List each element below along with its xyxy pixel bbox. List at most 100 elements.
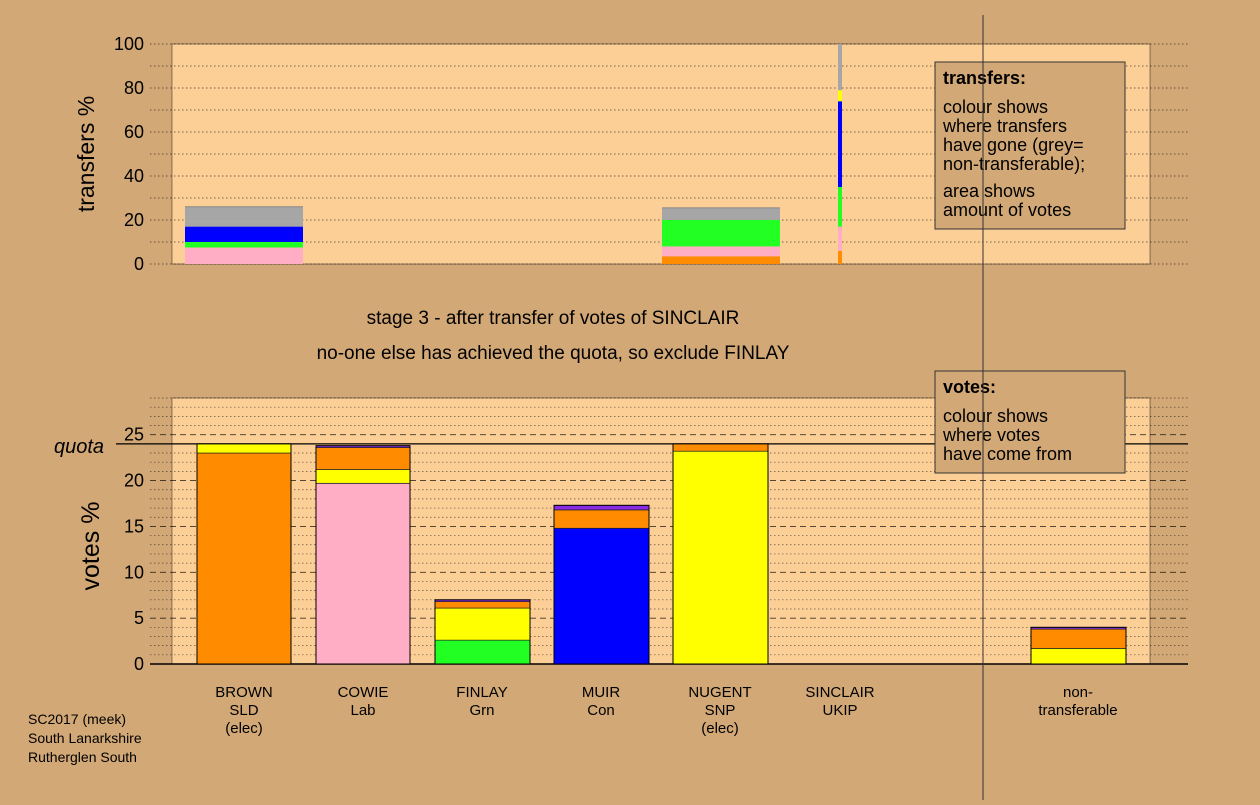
transfers-y-tick-label: 100 xyxy=(114,34,144,54)
transfers-legend-line: where transfers xyxy=(942,116,1067,136)
transfers-legend-line: area shows xyxy=(943,181,1035,201)
transfers-segment-lab xyxy=(185,247,303,264)
votes-bar-nugent xyxy=(672,443,769,665)
votes-segment-ukip xyxy=(553,504,650,511)
votes-legend-box xyxy=(934,370,1126,474)
votes-segment-sld xyxy=(196,452,292,665)
stage-title: stage 3 - after transfer of votes of SIN… xyxy=(367,308,740,329)
votes-y-tick-label: 15 xyxy=(124,516,144,536)
votes-bar-outline xyxy=(553,504,650,665)
votes-bar-muir xyxy=(553,504,650,665)
votes-y-tick-label: 10 xyxy=(124,562,144,582)
transfers-panel: 0 20 40 60 80 100 transfers % transfers: colour … xyxy=(73,34,1188,274)
transfers-legend-line: have gone (grey= xyxy=(943,135,1084,155)
votes-bar-non xyxy=(1030,626,1127,665)
transfers-line-segment-sld xyxy=(838,250,842,264)
votes-legend-line: where votes xyxy=(942,425,1040,445)
votes-bar-cowie xyxy=(315,445,411,665)
transfers-line-segment-snp xyxy=(838,90,842,102)
votes-segment-snp xyxy=(196,443,292,454)
votes-bar-finlay xyxy=(434,599,531,665)
quota-label: quota xyxy=(54,436,104,458)
transfers-y-tick-label: 80 xyxy=(124,78,144,98)
transfers-segment-nontransferable xyxy=(185,221,303,227)
votes-bar-outline xyxy=(672,443,769,665)
candidate-label: (elec) xyxy=(225,720,263,737)
transfers-segment-nontransferable xyxy=(185,206,303,222)
transfers-line-segment-nontransferable xyxy=(838,44,842,91)
transfers-line-segment-lab xyxy=(838,226,842,251)
footer-method: SC2017 (meek) xyxy=(28,711,126,727)
votes-bar-outline xyxy=(315,445,411,665)
candidate-label: (elec) xyxy=(701,720,739,737)
votes-y-tick-label: 5 xyxy=(134,608,144,628)
votes-y-tick-label: 0 xyxy=(134,654,144,674)
transfers-y-tick-label: 20 xyxy=(124,210,144,230)
candidate-label: SNP xyxy=(705,702,736,719)
candidate-label: Con xyxy=(587,702,615,719)
transfers-y-tick-label: 40 xyxy=(124,166,144,186)
transfers-bar-brown xyxy=(185,206,303,264)
votes-segment-sld xyxy=(1030,628,1127,649)
transfers-legend-line: colour shows xyxy=(943,97,1048,117)
votes-segment-sld xyxy=(553,509,650,529)
candidate-label: COWIE xyxy=(338,684,389,701)
transfers-line-segment-grn xyxy=(838,187,842,227)
transfers-segment-con xyxy=(185,226,303,242)
votes-segment-sld xyxy=(315,447,411,470)
footer-council: South Lanarkshire xyxy=(28,730,142,746)
transfers-y-tick-label: 60 xyxy=(124,122,144,142)
transfers-segment-grn xyxy=(185,242,303,248)
transfers-y-axis-label: transfers % xyxy=(73,96,99,212)
transfers-bar-nugent xyxy=(662,207,780,264)
votes-segment-snp xyxy=(315,469,411,484)
transfers-legend-line: non-transferable); xyxy=(943,154,1085,174)
transfers-segment-lab xyxy=(662,246,780,257)
votes-bar-brown xyxy=(196,443,292,665)
candidate-label: UKIP xyxy=(822,702,857,719)
transfers-line-sinclair xyxy=(838,44,842,264)
votes-segment-con xyxy=(553,527,650,665)
stage-note: no-one else has achieved the quota, so e… xyxy=(317,343,790,364)
candidate-label: non- xyxy=(1063,684,1093,701)
votes-legend-title: votes: xyxy=(943,377,996,397)
transfers-legend-title: transfers: xyxy=(943,68,1026,88)
candidate-label: Lab xyxy=(350,702,375,719)
votes-y-axis-label: votes % xyxy=(77,502,105,591)
votes-y-tick-label: 20 xyxy=(124,471,144,491)
footer-ward: Rutherglen South xyxy=(28,749,137,765)
candidate-label: FINLAY xyxy=(456,684,507,701)
votes-segment-lab xyxy=(315,482,411,665)
candidate-label: transferable xyxy=(1038,702,1117,719)
votes-segment-snp xyxy=(434,607,531,641)
candidate-label: BROWN xyxy=(215,684,273,701)
candidate-label: NUGENT xyxy=(688,684,751,701)
transfers-line-segment-con xyxy=(838,101,842,187)
votes-legend-line: colour shows xyxy=(943,406,1048,426)
transfers-segment-grn xyxy=(662,220,780,247)
transfers-y-tick-label: 0 xyxy=(134,254,144,274)
transfers-segment-nontransferable xyxy=(662,207,780,220)
votes-segment-snp xyxy=(672,450,769,665)
candidate-label: MUIR xyxy=(582,684,620,701)
candidate-label: Grn xyxy=(469,702,494,719)
votes-bar-outline xyxy=(1030,626,1127,665)
transfers-plot-border xyxy=(171,43,1151,265)
transfers-legend-box xyxy=(934,61,1126,230)
votes-segment-snp xyxy=(1030,648,1127,665)
votes-y-tick-label: 25 xyxy=(124,425,144,445)
votes-segment-grn xyxy=(434,639,531,665)
candidate-label: SINCLAIR xyxy=(805,684,874,701)
votes-segment-sld xyxy=(672,443,769,452)
votes-legend-line: have come from xyxy=(943,444,1072,464)
candidate-label: SLD xyxy=(229,702,258,719)
transfers-legend-line: amount of votes xyxy=(943,200,1071,220)
votes-bar-outline xyxy=(196,443,292,665)
votes-bar-outline xyxy=(434,599,531,665)
votes-segment-sld xyxy=(434,601,531,609)
